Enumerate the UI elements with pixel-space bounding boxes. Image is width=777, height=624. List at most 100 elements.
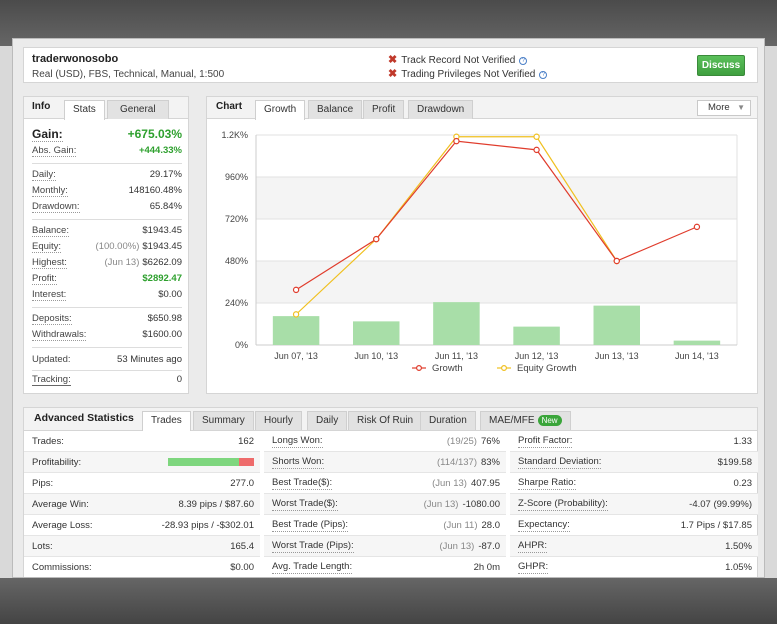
stat-label[interactable]: Expectancy: — [518, 519, 570, 532]
stat-value-text: -1080.00 — [462, 499, 500, 510]
stat-label: Average Win: — [32, 499, 89, 510]
y-tick-label: 240% — [225, 298, 248, 308]
chart-bar — [593, 305, 640, 345]
stat-label[interactable]: GHPR: — [518, 561, 549, 574]
tab-mae-mfe[interactable]: MAE/MFE New — [480, 411, 571, 430]
tracking-label[interactable]: Tracking: — [32, 374, 71, 386]
highest-value-group: (Jun 13) $6262.09 — [105, 257, 182, 268]
stat-value: $0.00 — [230, 557, 254, 577]
info-panel: Info Stats General Gain: +675.03% Abs. G… — [23, 96, 189, 394]
deposits-label[interactable]: Deposits: — [32, 313, 72, 325]
tab-balance[interactable]: Balance — [308, 100, 363, 119]
tab-daily[interactable]: Daily — [307, 411, 348, 430]
gain-row: Gain: +675.03% — [32, 127, 182, 143]
stat-label: Avg. Trade Length: — [272, 561, 353, 574]
y-tick-label: 1.2K% — [221, 130, 248, 140]
account-header: traderwonosobo Real (USD), FBS, Technica… — [23, 47, 758, 83]
tab-hourly[interactable]: Hourly — [255, 411, 302, 430]
stat-row: Commissions: $0.00 — [24, 557, 260, 577]
stat-label: Worst Trade (Pips): — [272, 540, 354, 553]
equity-label[interactable]: Equity: — [32, 241, 62, 253]
stat-row: Pips: 277.0 — [24, 473, 260, 494]
advanced-stats-panel: Advanced Statistics Trades Summary Hourl… — [23, 407, 758, 577]
discuss-button[interactable]: Discuss — [697, 55, 745, 76]
tab-risk-of-ruin[interactable]: Risk Of Ruin — [348, 411, 423, 430]
stat-value: (19/25) 76% — [447, 431, 500, 452]
chart-bar — [673, 340, 721, 345]
stat-value: 165.4 — [230, 536, 254, 557]
drawdown-label[interactable]: Drawdown: — [32, 201, 80, 213]
stat-value: -4.07 (99.99%) — [689, 494, 752, 515]
cross-icon: ✖ — [388, 54, 398, 66]
stat-value: 1.50% — [725, 536, 752, 557]
growth-chart[interactable]: 0% 240% 480% 720% 960% 1.2K% Jun 07, '13 Jun 10… — [207, 119, 759, 394]
equity-value: $1943.45 — [142, 241, 182, 252]
tab-profit[interactable]: Profit — [363, 100, 405, 119]
trading-privileges-flag: ✖ Trading Privileges Not Verified? — [388, 67, 548, 80]
profit-label[interactable]: Profit: — [32, 273, 57, 285]
abs-gain-row: Abs. Gain: +444.33% — [32, 145, 182, 159]
series-point — [453, 137, 460, 145]
tab-stats[interactable]: Stats — [64, 100, 105, 120]
balance-label[interactable]: Balance: — [32, 225, 69, 237]
tab-mae-mfe-label: MAE/MFE — [489, 415, 535, 426]
stat-label[interactable]: Z-Score (Probability): — [518, 498, 608, 511]
tab-summary[interactable]: Summary — [193, 411, 254, 430]
help-icon[interactable]: ? — [519, 57, 528, 65]
chart-bar — [353, 321, 400, 345]
more-dropdown[interactable]: More ▼ — [697, 100, 751, 116]
tab-growth[interactable]: Growth — [255, 100, 306, 120]
legend-marker — [416, 365, 423, 372]
stat-value-text: 8.39 pips / $87.60 — [178, 499, 254, 510]
tab-drawdown[interactable]: Drawdown — [408, 100, 474, 119]
stat-row: Average Loss: -28.93 pips / -$302.01 — [24, 515, 260, 536]
stat-value-note: (Jun 13) — [439, 541, 475, 552]
stat-label: Longs Won: — [272, 435, 323, 448]
help-icon[interactable]: ? — [539, 71, 548, 79]
tab-duration[interactable]: Duration — [420, 411, 476, 430]
stat-value-text: 2h 0m — [473, 562, 500, 573]
stat-label: Worst Trade($): — [272, 498, 338, 511]
stat-row: Profitability: — [24, 452, 260, 473]
stat-value: 1.05% — [725, 557, 752, 577]
stat-label: Shorts Won: — [272, 456, 325, 469]
tab-general[interactable]: General — [107, 100, 169, 119]
stat-row: AHPR: 1.50% — [510, 536, 758, 557]
stat-label[interactable]: AHPR: — [518, 540, 548, 553]
stat-label[interactable]: Profit Factor: — [518, 435, 573, 448]
tab-trades[interactable]: Trades — [142, 411, 191, 431]
deposits-row: Deposits: $650.98 — [32, 313, 182, 327]
stat-value: -28.93 pips / -$302.01 — [162, 515, 254, 536]
advanced-tabbar: Advanced Statistics Trades Summary Hourl… — [24, 408, 757, 431]
stat-value-text: 407.95 — [470, 478, 500, 489]
stat-value: 162 — [238, 431, 254, 452]
stat-value-text: 28.0 — [481, 520, 501, 531]
x-tick-label: Jun 10, '13 — [354, 351, 398, 361]
grid-band — [256, 261, 737, 303]
stat-row: Average Win: 8.39 pips / $87.60 — [24, 494, 260, 515]
stat-row: Profit Factor: 1.33 — [510, 431, 758, 452]
deposits-value: $650.98 — [147, 313, 182, 324]
stat-value-text: -4.07 (99.99%) — [689, 499, 752, 510]
stat-label[interactable]: Standard Deviation: — [518, 456, 602, 469]
page-container: traderwonosobo Real (USD), FBS, Technica… — [12, 38, 765, 578]
highest-label[interactable]: Highest: — [32, 257, 67, 269]
stat-value: (Jun 13) 407.95 — [432, 473, 500, 494]
gain-label[interactable]: Gain: — [32, 127, 63, 142]
y-tick-label: 480% — [225, 256, 248, 266]
equity-row: Equity: (100.00%) $1943.45 — [32, 241, 182, 255]
drawdown-value: 65.84% — [149, 201, 182, 212]
stat-value-text: 1.7 Pips / $17.85 — [680, 520, 752, 531]
updated-row: Updated: 53 Minutes ago — [32, 354, 182, 368]
monthly-label[interactable]: Monthly: — [32, 185, 68, 197]
abs-gain-label[interactable]: Abs. Gain: — [32, 145, 77, 157]
daily-label[interactable]: Daily: — [32, 169, 56, 181]
stat-label[interactable]: Sharpe Ratio: — [518, 477, 577, 490]
cross-icon: ✖ — [388, 68, 398, 80]
account-username[interactable]: traderwonosobo — [32, 53, 119, 65]
withdrawals-label[interactable]: Withdrawals: — [32, 329, 87, 341]
interest-label[interactable]: Interest: — [32, 289, 67, 301]
stat-label: Average Loss: — [32, 520, 93, 531]
stat-value: 2h 0m — [473, 557, 500, 577]
advanced-title: Advanced Statistics — [34, 412, 134, 424]
